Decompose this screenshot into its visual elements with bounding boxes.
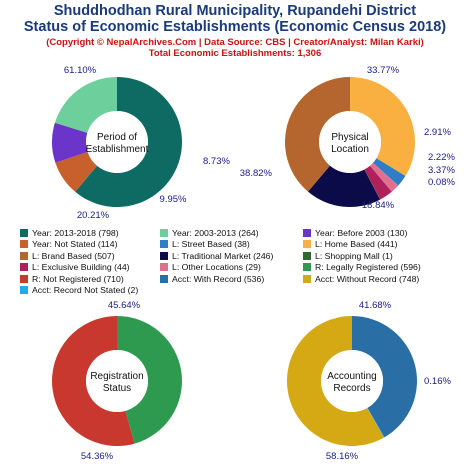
donut-2-slice-7 (285, 76, 350, 192)
donut-1-center-label-1: Period of (97, 132, 137, 143)
donut-3-slice-2 (52, 316, 135, 446)
donut-chart-2: 33.77% 2.91% 2.22% 3.37%0.08% 18.84% 38.82% Ph… (240, 65, 456, 211)
donut-2-slice-4 (364, 165, 392, 200)
donut-2-slice-6 (307, 165, 381, 207)
chart-title-line2: Status of Economic Establishments (Econo… (23, 19, 447, 35)
donut-1-slice-1 (75, 77, 182, 207)
donut-1-slice-3 (51, 122, 88, 163)
donut-2-slice-1-label: 33.77% (367, 65, 400, 76)
donut-4-center-label-2: Records (333, 383, 370, 394)
donut-2-center-label-2: Location (331, 144, 369, 155)
donut-1-slice-4 (54, 77, 117, 133)
donut-3-hole (86, 350, 148, 412)
donut-4-slice-3-label: 58.16% (326, 451, 359, 462)
donut-2-slice-3 (369, 162, 399, 192)
chart-title-line1: Shuddhodhan Rural Municipality, Rupandeh… (53, 3, 417, 19)
donut-1-slice-2-label: 8.73% (203, 156, 230, 167)
donut-1-center-label-2: Establishment (86, 144, 149, 155)
donut-3-slice-1 (117, 316, 183, 444)
donut-1-slice-2 (55, 151, 98, 192)
donut-2-slice-6-label: 18.84% (362, 200, 395, 211)
donut-3-center-label-1: Registration (90, 371, 143, 382)
donut-1-slice-4-label: 20.21% (77, 210, 110, 221)
donut-4-hole (321, 350, 383, 412)
donut-1-hole (86, 111, 148, 173)
donut-4-slice-2-label: 0.16% (424, 376, 451, 387)
donut-1-slice-1-label: 61.10% (64, 65, 97, 76)
donut-2-slice-2 (373, 158, 406, 186)
donut-2-slice-7-label: 38.82% (240, 168, 273, 179)
donut-3-slice-1-label: 45.64% (108, 300, 141, 311)
donut-4-slice-1 (352, 316, 417, 438)
chart-subtitle-total: Total Economic Establishments: 1,306 (148, 48, 322, 59)
donut-3-slice-2-label: 54.36% (81, 451, 114, 462)
donut-3-center-label-2: Status (103, 383, 131, 394)
donut-chart-1: 61.10% 8.73% 9.95% 20.21% Period ofEstablish… (51, 65, 230, 221)
donut-4-center-label-1: Accounting (327, 371, 376, 382)
donut-2-slice-5-label: 0.08% (428, 177, 455, 188)
donut-2-slice-2-label: 2.91% (424, 127, 451, 138)
donut-4-slice-2 (367, 407, 385, 438)
donut-2-slice-5 (364, 169, 381, 200)
donut-2-slice-3-label: 2.22% (428, 152, 455, 163)
chart-subtitle-credits: (Copyright © NepalArchives.Com | Data So… (46, 37, 424, 48)
donut-1-slice-3-label: 9.95% (160, 194, 187, 205)
donut-2-hole (319, 111, 381, 173)
donut-2-center-label-1: Physical (331, 132, 368, 143)
donut-4-slice-1-label: 41.68% (359, 300, 392, 311)
donut-2-slice-1 (350, 77, 416, 177)
donut-4-slice-3 (287, 316, 384, 446)
donut-2-slice-4-label: 3.37% (428, 165, 455, 176)
